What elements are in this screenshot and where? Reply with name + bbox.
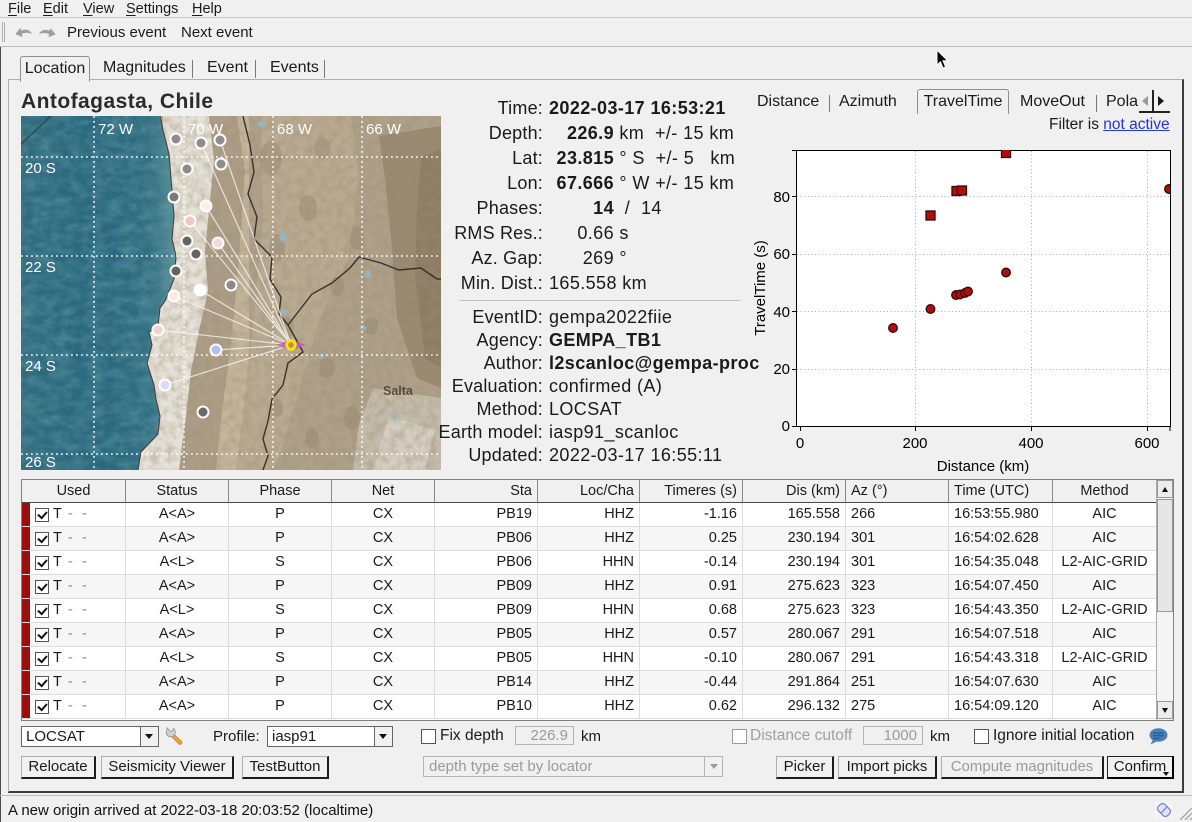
svg-text:70 W: 70 W — [188, 121, 224, 138]
svg-text:24 S: 24 S — [25, 358, 56, 375]
svg-text:0: 0 — [782, 418, 790, 435]
svg-text:0: 0 — [796, 435, 804, 452]
svg-text:80: 80 — [773, 189, 790, 206]
svg-text:68 W: 68 W — [277, 121, 313, 138]
svg-text:66 W: 66 W — [366, 121, 402, 138]
svg-text:20: 20 — [773, 361, 790, 378]
svg-text:Salta: Salta — [383, 384, 414, 398]
svg-text:600: 600 — [1134, 435, 1159, 452]
svg-text:26 S: 26 S — [25, 454, 56, 470]
svg-text:60: 60 — [773, 246, 790, 263]
svg-text:200: 200 — [902, 435, 927, 452]
svg-text:400: 400 — [1018, 435, 1043, 452]
svg-text:20 S: 20 S — [25, 160, 56, 177]
svg-text:22 S: 22 S — [25, 259, 56, 276]
svg-text:Distance (km): Distance (km) — [937, 458, 1030, 475]
svg-text:40: 40 — [773, 304, 790, 321]
svg-text:TravelTime (s): TravelTime (s) — [752, 240, 769, 336]
svg-text:72 W: 72 W — [98, 121, 134, 138]
